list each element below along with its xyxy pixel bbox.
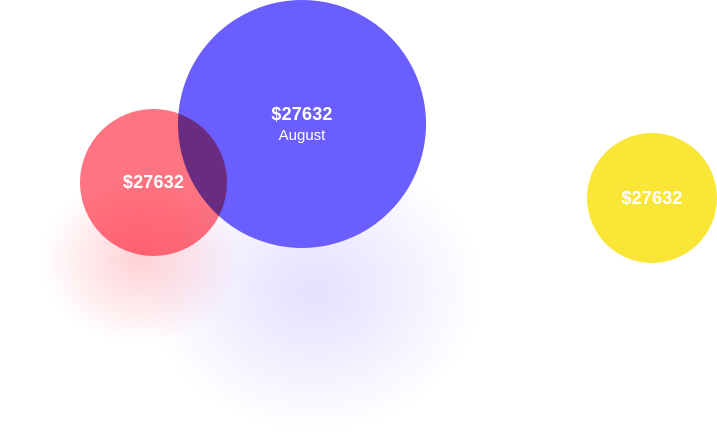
bubble-august-value: $27632 [271,103,333,124]
bubble-red[interactable] [80,109,227,256]
bubble-red-value: $27632 [122,172,185,193]
bubble-red-content: $27632 [80,109,227,256]
bubble-yellow[interactable]: $27632 [587,133,717,263]
bubble-yellow-value: $27632 [621,187,683,208]
bubble-august-label: August [278,127,326,145]
